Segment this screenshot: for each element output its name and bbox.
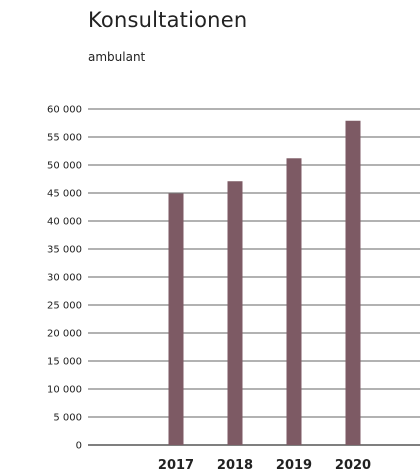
- y-tick-label: 40 000: [47, 217, 82, 228]
- y-tick-label: 50 000: [47, 161, 82, 172]
- bar-2017: [168, 193, 184, 445]
- chart-subtitle: ambulant: [88, 50, 146, 64]
- y-tick-label: 30 000: [47, 273, 82, 284]
- x-axis-ticks: 2017 2018 2019 2020: [158, 458, 371, 473]
- chart-title: Konsultationen: [88, 8, 248, 32]
- y-tick-label: 55 000: [47, 133, 82, 144]
- bar-2019: [286, 158, 302, 445]
- y-tick-label: 60 000: [47, 105, 82, 116]
- x-tick-label-2017: 2017: [158, 458, 194, 473]
- y-axis-ticks: 0 5 000 10 000 15 000 20 000 25 000 30 000 35 0…: [47, 105, 82, 452]
- y-tick-label: 15 000: [47, 357, 82, 368]
- x-tick-label-2018: 2018: [217, 458, 253, 473]
- y-tick-label: 25 000: [47, 301, 82, 312]
- y-tick-label: 35 000: [47, 245, 82, 256]
- bar-2020: [345, 120, 361, 445]
- x-tick-label-2020: 2020: [335, 458, 371, 473]
- bar-2018: [227, 181, 243, 446]
- grid-lines: [88, 108, 420, 446]
- y-tick-label: 10 000: [47, 385, 82, 396]
- y-tick-label: 5 000: [53, 413, 82, 424]
- y-tick-label: 20 000: [47, 329, 82, 340]
- bars: [168, 120, 361, 446]
- x-tick-label-2019: 2019: [276, 458, 312, 473]
- y-tick-label: 0: [76, 441, 82, 452]
- y-tick-label: 45 000: [47, 189, 82, 200]
